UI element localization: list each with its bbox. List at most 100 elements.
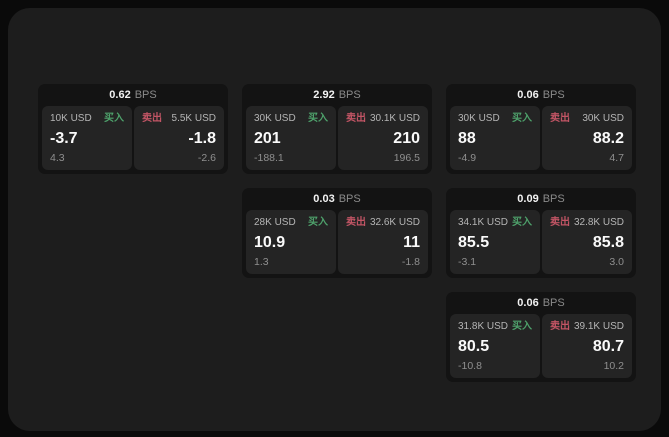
buy-side-label: 买入 bbox=[512, 113, 532, 124]
buy-price: -3.7 bbox=[50, 130, 78, 147]
quote-panels: 31.8K USD 买入 80.5 -10.8 卖出 39.1K USD 80.… bbox=[446, 314, 636, 378]
sell-price: 80.7 bbox=[592, 338, 624, 355]
app-window: 0.62 BPS 10K USD 买入 -3.7 4.3 卖出 5.5K USD… bbox=[8, 8, 661, 431]
sell-sub-value: 4.7 bbox=[609, 152, 624, 164]
buy-price: 80.5 bbox=[458, 338, 490, 355]
buy-price: 88 bbox=[458, 130, 476, 147]
sell-price: 88.2 bbox=[592, 130, 624, 147]
buy-amount: 10K USD bbox=[50, 113, 92, 124]
card-header: 0.09 BPS bbox=[446, 188, 636, 210]
card-header: 0.06 BPS bbox=[446, 292, 636, 314]
buy-panel[interactable]: 28K USD 买入 10.9 1.3 bbox=[246, 210, 336, 274]
buy-side-label: 买入 bbox=[104, 113, 124, 124]
buy-panel-top: 10K USD 买入 bbox=[50, 113, 124, 125]
buy-amount: 30K USD bbox=[458, 113, 500, 124]
sell-sub-value: -1.8 bbox=[401, 256, 420, 268]
bps-unit-label: BPS bbox=[134, 89, 157, 101]
buy-side-label: 买入 bbox=[512, 321, 532, 332]
sell-sub-value: 196.5 bbox=[393, 152, 420, 164]
sell-panel-top: 卖出 32.6K USD bbox=[346, 217, 420, 229]
sell-sub-value: -2.6 bbox=[197, 152, 216, 164]
buy-sub-value: -10.8 bbox=[458, 360, 482, 372]
buy-sub-value: 1.3 bbox=[254, 256, 269, 268]
quote-card: 0.06 BPS 31.8K USD 买入 80.5 -10.8 卖出 39.1… bbox=[446, 292, 636, 382]
bps-unit-label: BPS bbox=[542, 89, 565, 101]
quote-panels: 30K USD 买入 201 -188.1 卖出 30.1K USD 210 1… bbox=[242, 106, 432, 170]
buy-panel[interactable]: 30K USD 买入 88 -4.9 bbox=[450, 106, 540, 170]
bps-value: 0.03 bbox=[313, 193, 335, 205]
quote-card: 0.03 BPS 28K USD 买入 10.9 1.3 卖出 32.6K US… bbox=[242, 188, 432, 278]
sell-side-label: 卖出 bbox=[550, 217, 570, 228]
buy-side-label: 买入 bbox=[512, 217, 532, 228]
quote-panels: 10K USD 买入 -3.7 4.3 卖出 5.5K USD -1.8 -2.… bbox=[38, 106, 228, 170]
sell-side-label: 卖出 bbox=[346, 217, 366, 228]
bps-unit-label: BPS bbox=[542, 193, 565, 205]
buy-sub-value: -4.9 bbox=[458, 152, 477, 164]
buy-side-label: 买入 bbox=[308, 217, 328, 228]
card-header: 0.62 BPS bbox=[38, 84, 228, 106]
buy-price: 85.5 bbox=[458, 234, 490, 251]
sell-amount: 32.6K USD bbox=[369, 217, 420, 228]
quote-card: 0.06 BPS 30K USD 买入 88 -4.9 卖出 30K USD 8… bbox=[446, 84, 636, 174]
buy-panel-top: 28K USD 买入 bbox=[254, 217, 328, 229]
sell-side-label: 卖出 bbox=[550, 321, 570, 332]
sell-amount: 32.8K USD bbox=[573, 217, 624, 228]
sell-amount: 30.1K USD bbox=[369, 113, 420, 124]
quote-panels: 28K USD 买入 10.9 1.3 卖出 32.6K USD 11 -1.8 bbox=[242, 210, 432, 274]
buy-panel-top: 30K USD 买入 bbox=[458, 113, 532, 125]
sell-amount: 30K USD bbox=[582, 113, 624, 124]
quote-card: 0.62 BPS 10K USD 买入 -3.7 4.3 卖出 5.5K USD… bbox=[38, 84, 228, 174]
sell-panel-top: 卖出 39.1K USD bbox=[550, 321, 624, 333]
sell-side-label: 卖出 bbox=[550, 113, 570, 124]
quote-card: 0.09 BPS 34.1K USD 买入 85.5 -3.1 卖出 32.8K… bbox=[446, 188, 636, 278]
sell-price: 85.8 bbox=[592, 234, 624, 251]
quote-panels: 34.1K USD 买入 85.5 -3.1 卖出 32.8K USD 85.8… bbox=[446, 210, 636, 274]
buy-amount: 30K USD bbox=[254, 113, 296, 124]
sell-panel[interactable]: 卖出 5.5K USD -1.8 -2.6 bbox=[134, 106, 224, 170]
buy-panel-top: 34.1K USD 买入 bbox=[458, 217, 532, 229]
buy-price: 201 bbox=[254, 130, 281, 147]
buy-sub-value: -3.1 bbox=[458, 256, 477, 268]
sell-panel[interactable]: 卖出 32.8K USD 85.8 3.0 bbox=[542, 210, 632, 274]
buy-panel-top: 31.8K USD 买入 bbox=[458, 321, 532, 333]
buy-amount: 34.1K USD bbox=[458, 217, 509, 228]
sell-amount: 39.1K USD bbox=[573, 321, 624, 332]
sell-sub-value: 3.0 bbox=[609, 256, 624, 268]
sell-panel-top: 卖出 30K USD bbox=[550, 113, 624, 125]
buy-sub-value: 4.3 bbox=[50, 152, 65, 164]
quote-panels: 30K USD 买入 88 -4.9 卖出 30K USD 88.2 4.7 bbox=[446, 106, 636, 170]
bps-unit-label: BPS bbox=[338, 89, 361, 101]
card-header: 2.92 BPS bbox=[242, 84, 432, 106]
card-header: 0.03 BPS bbox=[242, 188, 432, 210]
sell-side-label: 卖出 bbox=[346, 113, 366, 124]
sell-panel-top: 卖出 30.1K USD bbox=[346, 113, 420, 125]
sell-panel-top: 卖出 32.8K USD bbox=[550, 217, 624, 229]
sell-price: -1.8 bbox=[188, 130, 216, 147]
bps-value: 0.06 bbox=[517, 89, 539, 101]
bps-unit-label: BPS bbox=[542, 297, 565, 309]
bps-value: 0.06 bbox=[517, 297, 539, 309]
buy-panel[interactable]: 30K USD 买入 201 -188.1 bbox=[246, 106, 336, 170]
buy-panel[interactable]: 34.1K USD 买入 85.5 -3.1 bbox=[450, 210, 540, 274]
buy-amount: 28K USD bbox=[254, 217, 296, 228]
quote-card: 2.92 BPS 30K USD 买入 201 -188.1 卖出 30.1K … bbox=[242, 84, 432, 174]
sell-panel[interactable]: 卖出 39.1K USD 80.7 10.2 bbox=[542, 314, 632, 378]
sell-price: 210 bbox=[393, 130, 420, 147]
buy-panel[interactable]: 10K USD 买入 -3.7 4.3 bbox=[42, 106, 132, 170]
buy-panel-top: 30K USD 买入 bbox=[254, 113, 328, 125]
buy-side-label: 买入 bbox=[308, 113, 328, 124]
sell-panel[interactable]: 卖出 30K USD 88.2 4.7 bbox=[542, 106, 632, 170]
sell-panel-top: 卖出 5.5K USD bbox=[142, 113, 216, 125]
buy-panel[interactable]: 31.8K USD 买入 80.5 -10.8 bbox=[450, 314, 540, 378]
bps-value: 0.09 bbox=[517, 193, 539, 205]
sell-panel[interactable]: 卖出 30.1K USD 210 196.5 bbox=[338, 106, 428, 170]
sell-sub-value: 10.2 bbox=[603, 360, 624, 372]
bps-value: 0.62 bbox=[109, 89, 131, 101]
buy-sub-value: -188.1 bbox=[254, 152, 284, 164]
card-header: 0.06 BPS bbox=[446, 84, 636, 106]
bps-value: 2.92 bbox=[313, 89, 335, 101]
sell-amount: 5.5K USD bbox=[171, 113, 216, 124]
buy-price: 10.9 bbox=[254, 234, 286, 251]
sell-price: 11 bbox=[403, 234, 420, 251]
sell-panel[interactable]: 卖出 32.6K USD 11 -1.8 bbox=[338, 210, 428, 274]
